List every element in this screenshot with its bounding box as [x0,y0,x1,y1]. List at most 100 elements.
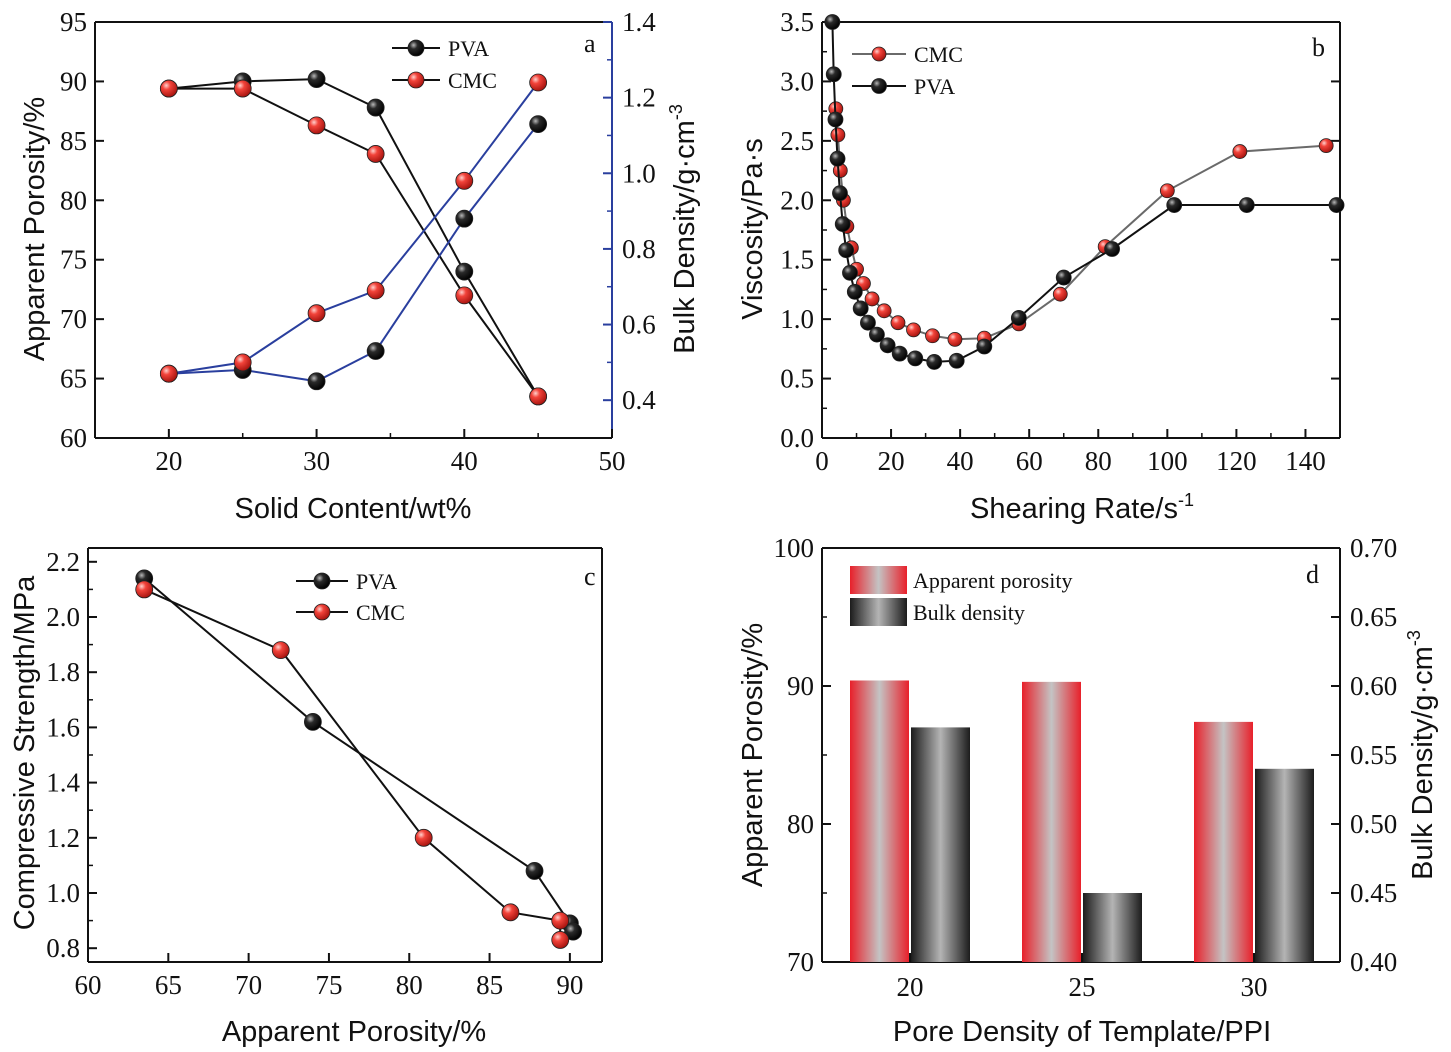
panel-c-xtick-label: 75 [315,970,342,1000]
panel-a-ytick-label: 80 [60,185,87,215]
panel-b-point-cmc [1318,138,1334,154]
panel-c-ytick-label: 0.8 [46,933,80,963]
panel-a-point-pva [366,98,385,117]
panel-d-ytick-label: 90 [787,671,814,701]
panel-b-xlabel: Shearing Rate/s-1 [970,490,1194,525]
panel-c-series-line-pva [143,577,575,932]
panel-b-ytick-label: 0.5 [780,364,814,394]
panel-d-y2tick-label: 0.45 [1350,878,1397,908]
panel-d-xtick-label: 20 [897,972,924,1002]
panel-a-xtick-label: 50 [599,446,626,476]
panel-d-ytick-label: 100 [774,533,815,563]
panel-b-ytick-label: 1.0 [780,304,814,334]
panel-c-legend-marker [313,603,331,621]
panel-a-legend-label: PVA [448,36,489,61]
panel-d-y2tick-label: 0.60 [1350,671,1397,701]
panel-c-xtick-label: 60 [75,970,102,1000]
panel-a-series-line-cmc [168,87,539,397]
panel-a-legend-marker [407,39,425,57]
panel-d-legend-label: Bulk density [913,600,1025,625]
panel-c-point-cmc [414,828,433,847]
panel-b-point-cmc [1159,183,1175,199]
panel-a-legend-label: CMC [448,68,497,93]
panel-a-series-line-pva [168,78,539,397]
panel-b-point-pva [852,300,869,317]
panel-d: Pore Density of Template/PPI Apparent Po… [737,560,1439,1048]
panel-a-y2label: Bulk Density/g·cm-3 [666,104,701,354]
panel-a-y2tick-label: 0.6 [622,310,656,340]
panel-a-series-line-cmc [168,81,539,375]
panel-b-ytick-label: 3.5 [780,7,814,37]
panel-b-point-pva [829,150,846,167]
panel-b-point-cmc [947,331,963,347]
panel-b-point-pva [1010,310,1027,326]
panel-b-letter: b [1312,33,1325,62]
panel-a-point-cmc [455,171,474,190]
panel-a-ytick-label: 95 [60,7,87,37]
panel-a-xtick-label: 20 [155,446,182,476]
panel-c-point-pva [564,922,582,941]
panel-b: Shearing Rate/s-1 Viscosity/Pa·s b [737,33,1325,525]
panel-a-ytick-label: 75 [60,245,87,275]
panel-c-ytick-label: 2.0 [46,602,80,632]
panel-c-ytick-label: 1.2 [46,823,80,853]
panel-a-y2tick-label: 1.2 [622,83,656,113]
panel-c-ytick-label: 2.2 [46,547,80,577]
panel-b-point-pva [827,111,844,128]
panel-c-legend-marker [313,572,331,590]
panel-a-y2tick-label: 1.0 [622,158,656,188]
panel-a-legend-marker [407,71,425,89]
panel-d-y2label: Bulk Density/g·cm-3 [1404,630,1439,880]
panel-d-ytick-label: 80 [787,809,814,839]
panel-a-ytick-label: 90 [60,66,87,96]
panel-a-point-cmc [159,364,178,383]
panel-c-point-pva [525,862,544,880]
panel-a-point-pva [455,209,474,228]
panel-b-ytick-label: 2.0 [780,185,814,215]
panel-a-series-line-pva [168,123,539,383]
panel-c-point-cmc [135,580,154,599]
panel-a-ytick-label: 70 [60,304,87,334]
panel-a-letter: a [584,29,596,58]
panel-c-xtick-label: 70 [235,970,262,1000]
panel-d-legend-label: Apparent porosity [913,568,1072,593]
panel-b-point-pva [846,283,863,300]
panel-c-point-cmc [501,903,520,922]
panel-b-xtick-label: 0 [815,446,829,476]
panel-b-point-cmc [890,315,906,331]
panel-d-y2tick-label: 0.70 [1350,533,1397,563]
panel-a-xtick-label: 40 [451,446,478,476]
panel-a-point-cmc [529,73,548,92]
panel-b-xtick-label: 40 [947,446,974,476]
panel-b-xtick-label: 80 [1085,446,1112,476]
panel-a-point-cmc [159,79,178,98]
panel-b-point-cmc [906,322,921,338]
panel-c: Apparent Porosity/% Compressive Strength… [9,562,596,1048]
panel-c-letter: c [584,562,596,591]
panel-a-y2tick-label: 0.4 [622,385,656,415]
panel-d-bar-bulk-density [911,727,970,962]
chart-marks: 20 30 40 50 60 65 70 75 80 85 90 95 0.4 0.6 0.8 1.0 1.2 1… [46,7,1397,1002]
panel-b-xtick-label: 140 [1285,446,1326,476]
panel-d-y2tick-label: 0.40 [1350,947,1397,977]
panel-b-point-pva [825,66,842,83]
panel-d-xlabel: Pore Density of Template/PPI [893,1016,1271,1048]
panel-d-y2tick-label: 0.55 [1350,740,1397,770]
panel-a-point-cmc [529,387,548,406]
panel-a-point-cmc [455,286,474,305]
panel-b-point-cmc [1052,286,1068,302]
panel-c-xtick-label: 85 [476,970,503,1000]
panel-d-ytick-label: 70 [787,947,814,977]
panel-a-point-pva [529,115,548,134]
panel-b-point-pva [1166,197,1183,213]
panel-c-point-cmc [551,911,570,930]
panel-b-ytick-label: 2.5 [780,126,814,156]
panel-c-xtick-label: 80 [396,970,423,1000]
panel-c-ytick-label: 1.8 [46,657,80,687]
panel-b-point-pva [860,314,876,331]
panel-b-point-pva [1104,241,1120,257]
panel-d-letter: d [1306,560,1319,589]
panel-c-series-line-cmc [143,588,562,940]
panel-d-xtick-label: 30 [1241,972,1268,1002]
